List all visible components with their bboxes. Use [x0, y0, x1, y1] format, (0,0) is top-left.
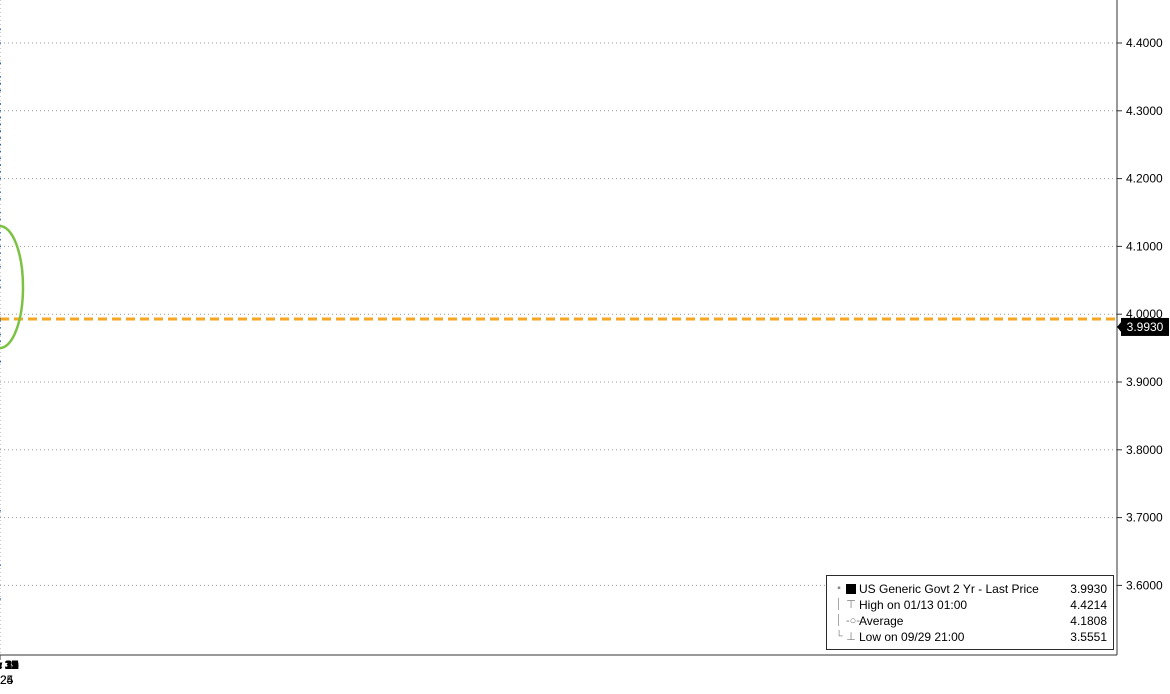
series-point [0, 123, 1, 126]
y-tick-label: 3.7000 [1126, 511, 1163, 525]
legend-value: 4.1808 [1070, 614, 1107, 628]
x-tick-label: Feb 14 [0, 658, 19, 672]
legend-label: High on 01/13 01:00 [859, 598, 968, 612]
series-point [0, 89, 1, 92]
series-point [0, 360, 1, 363]
legend-row-average: │ -○- Average 4.1808 [835, 613, 1107, 629]
y-tick-label: 3.9000 [1126, 375, 1163, 389]
tree-end-icon: └ [835, 631, 843, 642]
series-point [0, 130, 1, 132]
series-point [0, 326, 1, 329]
series-point [0, 103, 1, 105]
series-point [0, 333, 1, 336]
legend-label: US Generic Govt 2 Yr - Last Price [859, 582, 1039, 596]
x-tick-label: Jan 31 [0, 658, 18, 672]
series-point [0, 265, 1, 268]
series-point [0, 564, 1, 566]
average-marker-icon: -○- [846, 615, 860, 627]
y-tick-label: 4.1000 [1126, 239, 1163, 253]
legend-value: 4.4214 [1070, 598, 1107, 612]
x-tick-label: Oct 15 [0, 658, 18, 672]
series-point [0, 218, 1, 221]
series-point [0, 509, 1, 512]
x-tick-label: Feb 28 [0, 658, 19, 672]
series-point [0, 238, 1, 241]
series-point [0, 62, 1, 65]
x-tick-label: Oct 31 [0, 658, 18, 672]
series-point [0, 191, 1, 194]
y-tick-label: 4.3000 [1126, 104, 1163, 118]
series-point [0, 279, 1, 282]
x-tick-label: Nov 15 [0, 658, 19, 672]
y-tick-label: 3.8000 [1126, 443, 1163, 457]
legend-row-last-price: ▪ US Generic Govt 2 Yr - Last Price 3.993… [835, 581, 1107, 597]
y-tick-label: 4.2000 [1126, 172, 1163, 186]
series-point [0, 245, 1, 248]
last-value-label: 3.9930 [1127, 320, 1164, 334]
series-point [0, 231, 1, 234]
series-point [0, 28, 1, 31]
x-tick-label: Jan 15 [0, 658, 18, 672]
legend-label: Low on 09/29 21:00 [859, 630, 965, 644]
series-point [0, 116, 1, 119]
series-point [0, 211, 1, 214]
series-point [0, 109, 1, 112]
series-point [0, 143, 1, 146]
series-point [0, 42, 1, 44]
legend-value: 3.5551 [1070, 630, 1107, 644]
highlight-ellipse [0, 224, 25, 350]
x-tick-label: Dec 31 [0, 658, 19, 672]
series-point [0, 82, 1, 85]
series-point [0, 177, 1, 180]
series-point [0, 157, 1, 160]
y-tick-label: 3.6000 [1126, 578, 1163, 592]
high-marker-icon: ⊤ [846, 599, 856, 611]
series-point [0, 76, 1, 78]
series-point [0, 252, 1, 255]
square-icon [846, 584, 856, 594]
series-point [0, 198, 1, 200]
series-point [0, 170, 1, 173]
series-point [0, 164, 1, 166]
series-point [0, 286, 1, 288]
series-point [0, 259, 1, 261]
x-year-label: 2025 [0, 673, 14, 687]
legend-value: 3.9930 [1070, 582, 1107, 596]
series-point [0, 318, 1, 320]
series-point [0, 340, 1, 343]
x-year-label: 2024 [0, 673, 14, 687]
series-point [0, 598, 1, 600]
y-tick-label: 4.4000 [1126, 36, 1163, 50]
legend-row-low: └ ⊥ Low on 09/29 21:00 3.5551 [835, 629, 1107, 645]
last-value-box [1121, 317, 1169, 336]
x-tick-label: Dec 16 [0, 658, 19, 672]
low-marker-icon: ⊥ [846, 631, 856, 643]
legend-label: Average [859, 614, 904, 628]
tree-branch-icon: │ [835, 615, 843, 626]
x-tick-label: Nov 29 [0, 658, 19, 672]
series-point [0, 150, 1, 153]
y-tick-label: 4.0000 [1126, 307, 1163, 321]
legend-row-high: │ ⊤ High on 01/13 01:00 4.4214 [835, 597, 1107, 613]
last-value-pointer [1117, 320, 1122, 333]
chart-legend: ▪ US Generic Govt 2 Yr - Last Price 3.993… [826, 575, 1114, 650]
tree-icon: ▪ [837, 583, 841, 594]
series-point [0, 320, 1, 322]
tree-branch-icon: │ [835, 599, 843, 610]
series-point [0, 137, 1, 139]
